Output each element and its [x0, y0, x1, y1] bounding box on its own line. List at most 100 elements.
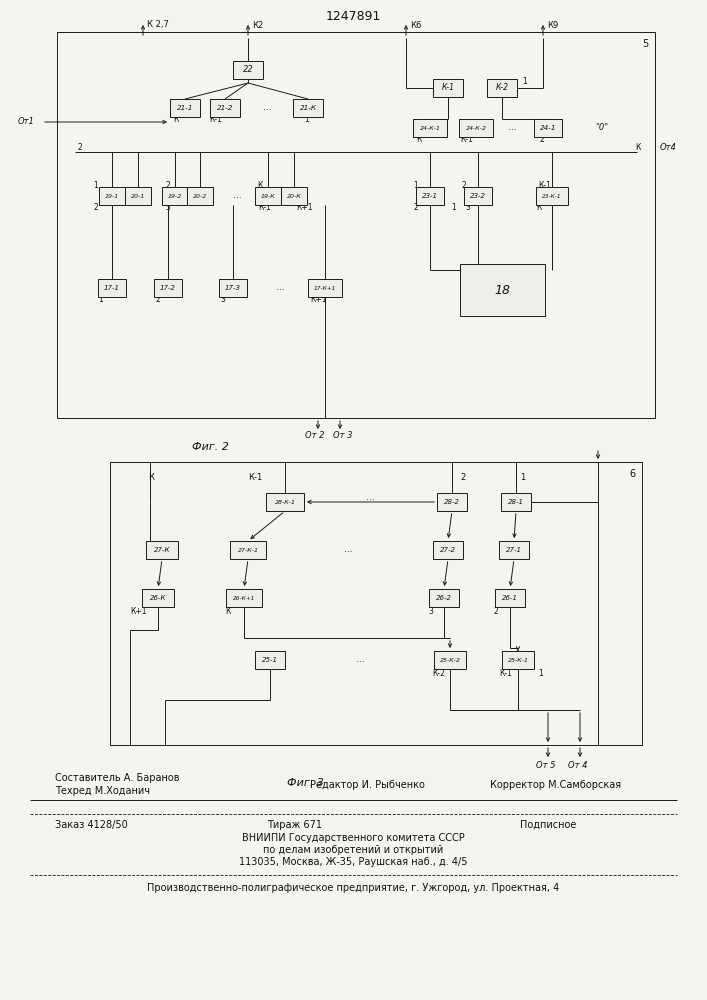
Text: 27-К-1: 27-К-1: [238, 548, 259, 552]
Text: 21-2: 21-2: [217, 105, 233, 111]
Text: 1: 1: [520, 473, 525, 482]
Text: К 2,7: К 2,7: [147, 20, 169, 29]
Text: 25-К-2: 25-К-2: [440, 658, 460, 662]
Text: От 3: От 3: [333, 432, 353, 440]
Text: 28-1: 28-1: [508, 499, 524, 505]
Text: ...: ...: [508, 123, 516, 132]
FancyBboxPatch shape: [146, 541, 178, 559]
Text: ...: ...: [263, 104, 271, 112]
Text: Составитель А. Баранов: Составитель А. Баранов: [55, 773, 180, 783]
Text: К-1: К-1: [441, 84, 455, 93]
Text: К2: К2: [252, 20, 263, 29]
Text: 2: 2: [461, 180, 466, 190]
Text: 2: 2: [483, 273, 487, 279]
FancyBboxPatch shape: [170, 99, 200, 117]
Text: 17-2: 17-2: [160, 285, 176, 291]
Text: 24-К-1: 24-К-1: [419, 125, 440, 130]
FancyBboxPatch shape: [125, 187, 151, 205]
FancyBboxPatch shape: [413, 119, 447, 137]
Text: 27-К: 27-К: [153, 547, 170, 553]
FancyBboxPatch shape: [464, 187, 492, 205]
Text: 1: 1: [469, 273, 474, 279]
Text: 18: 18: [494, 284, 510, 296]
FancyBboxPatch shape: [219, 279, 247, 297]
FancyBboxPatch shape: [281, 187, 307, 205]
Text: 20-К: 20-К: [286, 194, 301, 198]
Text: 25-1: 25-1: [262, 657, 278, 663]
Text: 1: 1: [538, 668, 543, 678]
Text: 23-2: 23-2: [470, 193, 486, 199]
Text: К-1: К-1: [248, 473, 262, 482]
Text: 23-1: 23-1: [422, 193, 438, 199]
FancyBboxPatch shape: [255, 187, 281, 205]
Text: ...: ...: [507, 273, 513, 279]
Text: Техред М.Ходанич: Техред М.Ходанич: [55, 786, 150, 796]
Text: 21-К: 21-К: [300, 105, 317, 111]
Text: 26-К: 26-К: [150, 595, 166, 601]
Text: 2: 2: [493, 606, 498, 615]
Text: Фиг. 2: Фиг. 2: [192, 442, 228, 452]
Text: От1: От1: [18, 117, 35, 126]
Text: 1: 1: [304, 114, 309, 123]
Text: К-1: К-1: [258, 204, 271, 213]
Text: Редактор И. Рыбченко: Редактор И. Рыбченко: [310, 780, 425, 790]
Text: 19-К: 19-К: [261, 194, 275, 198]
FancyBboxPatch shape: [99, 187, 125, 205]
Text: От 2: От 2: [305, 432, 325, 440]
Text: 25-К-1: 25-К-1: [508, 658, 529, 662]
Text: Тираж 671: Тираж 671: [267, 820, 322, 830]
Text: 5: 5: [642, 39, 648, 49]
FancyBboxPatch shape: [230, 541, 266, 559]
Text: 24-1: 24-1: [539, 125, 556, 131]
Text: ...: ...: [344, 546, 352, 554]
FancyBboxPatch shape: [142, 589, 174, 607]
Text: 20-2: 20-2: [193, 194, 207, 198]
Text: е: е: [520, 303, 524, 309]
Text: 22: 22: [243, 66, 253, 75]
FancyBboxPatch shape: [495, 589, 525, 607]
Text: К-2: К-2: [432, 668, 445, 678]
Text: 17-К+1: 17-К+1: [314, 286, 337, 290]
Text: К-1: К-1: [499, 668, 512, 678]
Text: 3: 3: [165, 204, 170, 213]
Text: От4: От4: [660, 143, 677, 152]
Text: Производственно-полиграфическое предприятие, г. Ужгород, ул. Проектная, 4: Производственно-полиграфическое предприя…: [147, 883, 559, 893]
FancyBboxPatch shape: [266, 493, 304, 511]
FancyBboxPatch shape: [499, 541, 529, 559]
Text: От 4: От 4: [568, 760, 588, 770]
Text: 28-К-1: 28-К-1: [274, 499, 296, 504]
Text: по делам изобретений и открытий: по делам изобретений и открытий: [263, 845, 443, 855]
Text: 2: 2: [93, 204, 98, 213]
Text: ...: ...: [276, 284, 284, 292]
Text: К+1: К+1: [296, 204, 312, 213]
FancyBboxPatch shape: [434, 651, 466, 669]
FancyBboxPatch shape: [459, 119, 493, 137]
Text: 26-2: 26-2: [436, 595, 452, 601]
Text: 1: 1: [473, 303, 477, 309]
Text: 3: 3: [428, 606, 433, 615]
Bar: [110, 462, 642, 745]
Text: 1: 1: [522, 78, 527, 87]
Text: 26-К+1: 26-К+1: [233, 595, 255, 600]
Text: 1: 1: [451, 204, 456, 213]
Text: К-1: К-1: [460, 134, 473, 143]
Text: К: К: [225, 606, 230, 615]
Text: Подписное: Подписное: [520, 820, 576, 830]
Text: 27-1: 27-1: [506, 547, 522, 553]
Text: 23-К-1: 23-К-1: [542, 194, 562, 198]
Text: К6: К6: [410, 20, 421, 29]
Text: Фиг. 3: Фиг. 3: [286, 778, 323, 788]
Text: 17-3: 17-3: [225, 285, 241, 291]
Text: 1: 1: [93, 180, 98, 190]
Text: 3: 3: [465, 204, 470, 213]
Text: ...: ...: [245, 70, 252, 79]
Text: 24-К-2: 24-К-2: [465, 125, 486, 130]
Text: 19-2: 19-2: [168, 194, 182, 198]
Text: ...: ...: [233, 192, 241, 200]
Text: К-1: К-1: [538, 180, 551, 190]
Text: 2: 2: [77, 142, 82, 151]
FancyBboxPatch shape: [255, 651, 285, 669]
Bar: [57, 32, 655, 418]
Text: 27-2: 27-2: [440, 547, 456, 553]
FancyBboxPatch shape: [534, 119, 562, 137]
